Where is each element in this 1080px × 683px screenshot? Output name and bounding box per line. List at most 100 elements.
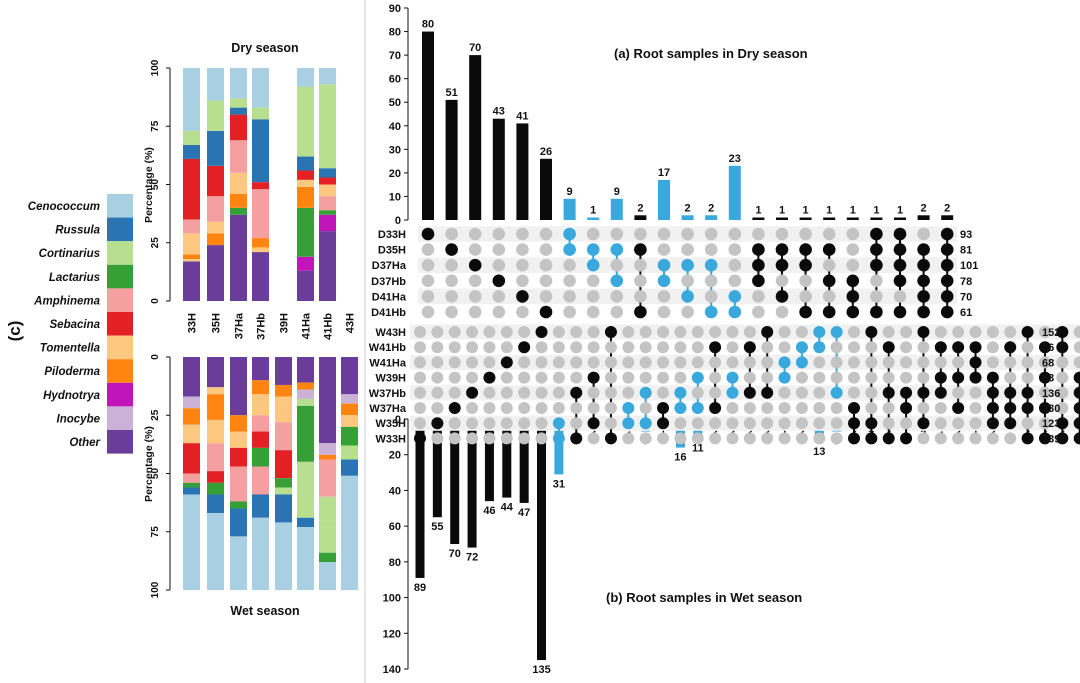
dry-upset-dot-inactive [492, 290, 506, 303]
wet-upset-dot-active [639, 417, 652, 430]
wet-upset-dot-active [500, 356, 513, 369]
dry-upset-dot-inactive [728, 243, 742, 256]
wet-segment-piloderma [207, 394, 224, 420]
dry-upset-dot-active [799, 305, 812, 319]
wet-segment-other [319, 357, 336, 444]
legend-label-sebacina: Sebacina [50, 319, 101, 331]
wet-segment-inocybe [297, 389, 314, 399]
dry-upset-dot-inactive [586, 290, 600, 303]
wet-upset-set-label: W39H [375, 373, 406, 385]
wet-upset-dot-inactive [657, 326, 670, 338]
wet-upset-dot-inactive [552, 386, 565, 399]
wet-upset-dot-inactive [570, 341, 583, 354]
dry-upset-dot-inactive [421, 290, 435, 303]
wet-upset-set-label: W33H [375, 433, 406, 445]
dry-segment-piloderma [297, 186, 314, 208]
wet-upset-dot-inactive [518, 356, 531, 369]
wet-upset-dot-inactive [934, 402, 947, 414]
wet-upset-dot-active [604, 326, 617, 338]
dry-upset-dot-active [681, 258, 694, 272]
wet-segment-cenococcum [341, 475, 358, 590]
wet-stacked-bars: 0 25 50 75 100 [150, 354, 358, 598]
wet-upset-dot-inactive [952, 326, 965, 338]
wet-segment-tomentella [341, 415, 358, 427]
wet-upset-dot-active [726, 371, 739, 384]
category-label: 39H [279, 313, 291, 333]
wet-upset-dot-inactive [830, 432, 843, 445]
dry-upset-dot-inactive [657, 290, 671, 303]
wet-upset-dot-inactive [674, 356, 687, 369]
wet-upset-dot-inactive [795, 386, 808, 399]
wet-upset-dot-active [1038, 432, 1051, 445]
panel-b-set-labels: W43H 152 W41Hb 86 W41Ha 68 W39H 83 W37Hb 136 W37Ha… [369, 327, 1061, 445]
wet-upset-dot-inactive [657, 341, 670, 354]
wet-upset-dot-inactive [1073, 356, 1080, 369]
wet-upset-dot-active [1021, 432, 1034, 445]
wet-tick-label: 50 [150, 468, 161, 480]
wet-segment-piloderma [297, 382, 314, 390]
wet-segment-sebacina [252, 431, 269, 448]
wet-upset-dot-active [1021, 402, 1034, 414]
dry-upset-dot-active [681, 290, 694, 303]
dry-upset-dot-active [822, 274, 836, 288]
wet-upset-dot-active [1056, 432, 1069, 445]
wet-segment-other [230, 357, 247, 416]
legend-label-other: Other [69, 437, 100, 449]
wet-upset-dot-active [604, 432, 617, 445]
wet-upset-dot-inactive [639, 432, 652, 445]
dry-upset-dot-active [870, 305, 883, 319]
dry-segment-other [252, 252, 269, 301]
wet-upset-dot-inactive [726, 432, 739, 445]
wet-upset-tick-label: 140 [383, 664, 401, 676]
wet-upset-set-size: 68 [1042, 357, 1054, 369]
wet-upset-dot-inactive [900, 417, 913, 430]
wet-upset-dot-inactive [518, 326, 531, 338]
wet-upset-dot-inactive [691, 432, 704, 445]
wet-upset-dot-inactive [448, 417, 461, 430]
dry-upset-dot-inactive [492, 258, 506, 272]
wet-upset-dot-active [466, 386, 479, 399]
dry-segment-russula [297, 156, 314, 171]
wet-segment-tomentella [252, 394, 269, 416]
wet-segment-lactarius [319, 552, 336, 563]
wet-segment-inocybe [341, 394, 358, 404]
dry-upset-dot-active [893, 243, 907, 256]
dry-upset-dot-active [516, 290, 529, 303]
wet-upset-dot-active [1056, 341, 1069, 354]
dry-upset-dot-inactive [870, 274, 883, 288]
category-label: 35H [211, 313, 223, 333]
wet-upset-dot-active [639, 386, 652, 399]
wet-upset-dot-active [778, 371, 791, 384]
wet-upset-dot-inactive [952, 432, 965, 445]
wet-upset-dot-inactive [795, 402, 808, 414]
wet-upset-dot-inactive [639, 356, 652, 369]
wet-upset-dot-active [570, 432, 583, 445]
dry-upset-dot-inactive [445, 274, 458, 288]
wet-upset-dot-inactive [448, 371, 461, 384]
dry-upset-bar-value: 2 [637, 202, 643, 214]
dry-upset-bar-value: 2 [944, 202, 950, 214]
dry-upset-dot-inactive [893, 290, 907, 303]
wet-segment-cortinarius [319, 496, 336, 521]
dry-upset-bar-value: 1 [755, 205, 761, 217]
legend-swatch-cenococcum [107, 194, 133, 218]
dry-upset-dot-inactive [468, 305, 482, 319]
wet-segment-piloderma [183, 408, 200, 425]
wet-upset-dot-active [691, 371, 704, 384]
dry-upset-dot-active [799, 258, 812, 272]
wet-upset-dot-inactive [743, 371, 756, 384]
panel-a-title: (a) Root samples in Dry season [614, 46, 808, 61]
wet-upset-dot-inactive [778, 417, 791, 430]
wet-upset-dot-inactive [934, 356, 947, 369]
wet-upset-dot-inactive [674, 326, 687, 338]
wet-upset-dot-inactive [552, 356, 565, 369]
wet-upset-dot-inactive [570, 326, 583, 338]
wet-upset-dot-inactive [604, 386, 617, 399]
dry-upset-dot-active [563, 227, 576, 241]
dry-segment-other [207, 245, 224, 301]
wet-segment-lactarius [341, 426, 358, 446]
dry-upset-intersection-bar [941, 215, 954, 220]
wet-upset-dot-active [952, 341, 965, 354]
wet-upset-dot-inactive [795, 432, 808, 445]
wet-upset-dot-inactive [483, 432, 496, 445]
